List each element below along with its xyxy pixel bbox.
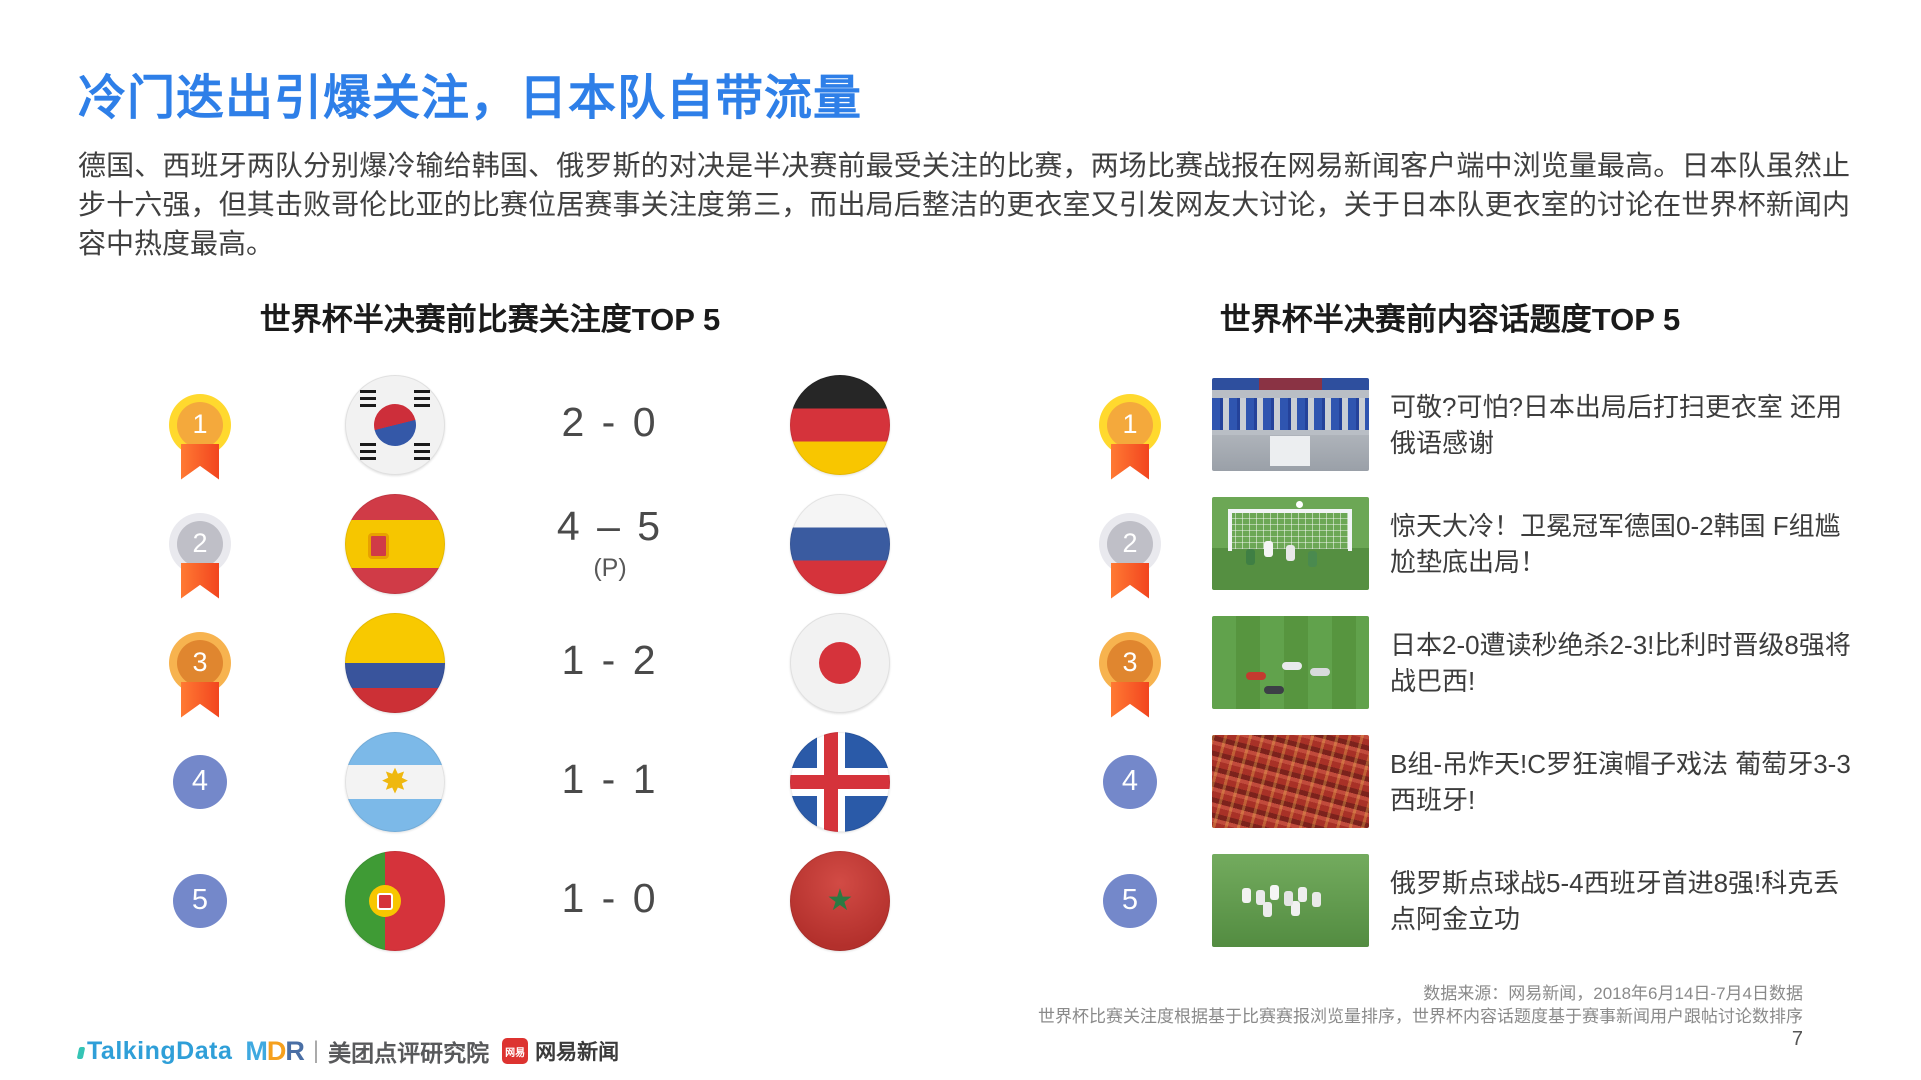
topic-row: 4 B组-吊炸天!C罗狂演帽子戏法 葡萄牙3-3西班牙! [1070, 722, 1870, 841]
gold-medal-icon: 1 [1107, 401, 1153, 448]
rank-number: 2 [192, 528, 208, 558]
bronze-medal-icon: 3 [1107, 639, 1153, 686]
gold-medal-icon: 1 [177, 401, 223, 448]
silver-medal-icon: 2 [177, 520, 223, 567]
flag-argentina-icon [345, 731, 445, 832]
rank-number: 3 [1122, 647, 1138, 677]
match-attention-section: 世界杯半决赛前比赛关注度TOP 5 1 2 - 0 2 4 – [100, 294, 940, 960]
logo-divider: | [312, 1037, 320, 1064]
match-score: 1 - 0 [561, 874, 659, 921]
rank-circle-icon: 5 [173, 873, 227, 928]
flag-iceland-icon [790, 731, 890, 832]
rank-circle-icon: 4 [173, 754, 227, 809]
news-headline: 日本2-0遭读秒绝杀2-3!比利时晋级8强将战巴西! [1390, 629, 1851, 696]
thumbnail-russia-spain-celebration [1211, 854, 1369, 947]
rank-circle-icon: 4 [1103, 754, 1157, 809]
topic-row: 1 可敬?可怕?日本出局后打扫更衣室 还用俄语感谢 [1070, 365, 1870, 484]
flag-russia-icon [790, 493, 890, 594]
flag-morocco-icon [790, 850, 890, 951]
page-title: 冷门迭出引爆关注，日本队自带流量 [78, 72, 863, 125]
rank-circle-icon: 5 [1103, 873, 1157, 928]
match-section-title: 世界杯半决赛前比赛关注度TOP 5 [259, 302, 721, 337]
netease-badge-icon: 网易 [502, 1038, 529, 1064]
news-headline: 可敬?可怕?日本出局后打扫更衣室 还用俄语感谢 [1390, 391, 1843, 458]
bronze-medal-icon: 3 [177, 639, 223, 686]
thumbnail-portugal-spain-fans [1211, 735, 1369, 828]
intro-paragraph: 德国、西班牙两队分别爆冷输给韩国、俄罗斯的对决是半决赛前最受关注的比赛，两场比赛… [78, 150, 1850, 259]
page-number: 7 [1791, 1028, 1803, 1050]
match-row: 3 1 - 2 [100, 603, 940, 722]
source-line-2: 世界杯比赛关注度根据基于比赛赛报浏览量排序，世界杯内容话题度基于赛事新闻用户跟帖… [1038, 1007, 1803, 1026]
rank-number: 5 [1121, 884, 1139, 916]
match-row: 5 1 - 0 [100, 841, 940, 960]
rank-number: 2 [1122, 528, 1138, 558]
rank-number: 4 [1121, 765, 1139, 797]
silver-medal-icon: 2 [1107, 520, 1153, 567]
topic-section-title: 世界杯半决赛前内容话题度TOP 5 [1219, 302, 1681, 337]
meituan-dianping-institute-logo: 美团点评研究院 [328, 1040, 490, 1066]
flag-portugal-icon [345, 850, 445, 951]
match-row: 1 2 - 0 [100, 365, 940, 484]
match-score: 1 - 2 [561, 636, 659, 683]
source-line-1: 数据来源：网易新闻，2018年6月14日-7月4日数据 [1423, 984, 1803, 1003]
rank-number: 4 [191, 765, 209, 797]
rank-number: 3 [192, 647, 208, 677]
content-topic-section: 世界杯半决赛前内容话题度TOP 5 1 可敬?可怕?日本出局后打扫更衣室 还用俄… [1070, 294, 1870, 960]
match-score: 4 – 5 (P) [556, 503, 664, 582]
rank-number: 5 [191, 884, 209, 916]
data-source-note: 数据来源：网易新闻，2018年6月14日-7月4日数据 世界杯比赛关注度根据基于… [1038, 982, 1803, 1028]
news-headline: 惊天大冷！卫冕冠军德国0-2韩国 F组尴尬垫底出局！ [1390, 510, 1841, 577]
flag-colombia-icon [345, 612, 445, 713]
topic-row: 3 日本2-0遭读秒绝杀2-3!比利时晋级8强将战巴西! [1070, 603, 1870, 722]
thumbnail-japan-belgium-pitch [1211, 616, 1369, 709]
flag-japan-icon [790, 612, 890, 713]
match-score: 2 - 0 [561, 398, 659, 445]
topic-row: 2 惊天大冷！卫冕冠军德国0-2韩国 F组尴尬垫底出局！ [1070, 484, 1870, 603]
news-headline: B组-吊炸天!C罗狂演帽子戏法 葡萄牙3-3西班牙! [1390, 748, 1851, 815]
news-headline: 俄罗斯点球战5-4西班牙首进8强!科克丢点阿金立功 [1390, 867, 1840, 934]
flag-germany-icon [790, 374, 890, 475]
match-rows: 1 2 - 0 2 4 – 5 (P) [100, 365, 940, 960]
flag-south-korea-icon [345, 374, 445, 475]
talkingdata-logo: TalkingData [78, 1037, 232, 1066]
mdr-logo: MDR [245, 1035, 304, 1066]
flag-spain-icon [345, 493, 445, 594]
match-row: 2 4 – 5 (P) [100, 484, 940, 603]
topic-row: 5 俄罗斯点球战5-4西班牙首进8强!科克丢点阿金立功 [1070, 841, 1870, 960]
topic-rows: 1 可敬?可怕?日本出局后打扫更衣室 还用俄语感谢 2 惊天大冷！卫冕冠军德国0… [1070, 365, 1870, 960]
rank-number: 1 [1122, 409, 1138, 439]
logo-bar: TalkingData MDR | 美团点评研究院 网易 网易新闻 [78, 1034, 619, 1068]
match-score: 1 - 1 [561, 755, 659, 802]
netease-news-logo: 网易新闻 [535, 1041, 620, 1064]
thumbnail-japan-locker-room [1211, 378, 1369, 471]
thumbnail-germany-korea-goal [1211, 497, 1369, 590]
match-row: 4 1 - 1 [100, 722, 940, 841]
rank-number: 1 [192, 409, 208, 439]
